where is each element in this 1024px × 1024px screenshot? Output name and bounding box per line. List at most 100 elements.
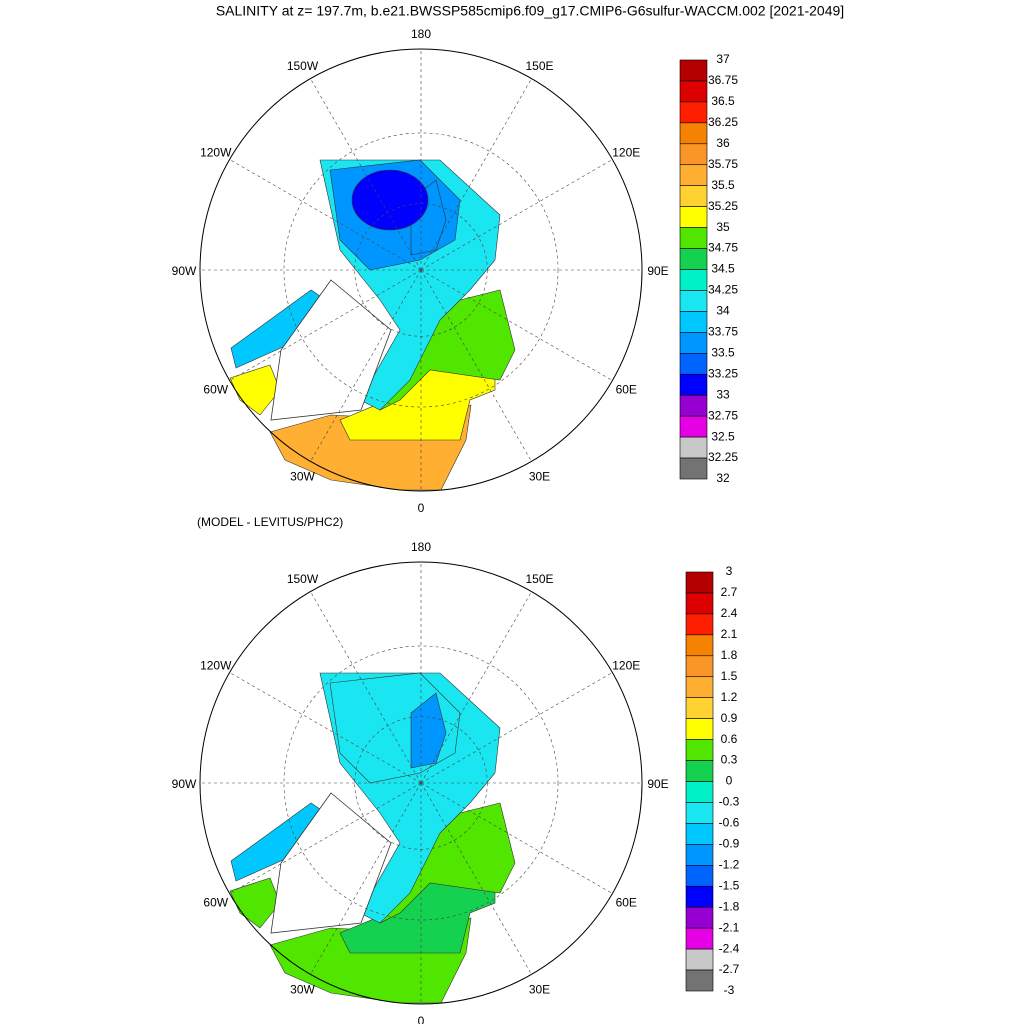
colorbar-box: [685, 739, 714, 761]
colorbar-box: [679, 332, 708, 354]
colorbar-label: 36: [716, 136, 730, 150]
colorbar-label: 37: [716, 52, 730, 66]
colorbar-label: 0.3: [721, 753, 738, 767]
colorbar-label: 35.5: [711, 178, 735, 192]
colorbar-box: [685, 676, 714, 699]
colorbar-box: [679, 206, 708, 228]
colorbar-box: [685, 927, 714, 950]
colorbar-label: 33.5: [711, 345, 735, 359]
colorbar-label: -1.5: [719, 878, 740, 892]
meridian-line: [420, 159, 613, 271]
colorbar-label: 35: [716, 220, 730, 234]
colorbar-box: [679, 457, 708, 480]
longitude-label: 120E: [612, 146, 640, 160]
colorbar-label: 36.25: [708, 115, 738, 129]
colorbar-box: [679, 290, 708, 312]
colorbar-box: [685, 885, 714, 908]
polar-map: 180 150E 120E 90E 60E 30E 0 30W 60W 90W 120W 150W 37…: [172, 27, 739, 515]
colorbar-label: 0: [726, 774, 733, 788]
longitude-label: 120W: [200, 146, 232, 160]
meridian-line: [420, 78, 532, 271]
colorbar-label: 34: [716, 304, 730, 318]
latitude-line: [283, 645, 559, 921]
colorbar-label: 1.2: [721, 690, 738, 704]
colorbar-box: [685, 864, 714, 887]
map-boundary: [199, 561, 643, 1005]
longitude-label: 60W: [203, 383, 228, 397]
colorbar-box: [685, 571, 714, 594]
longitude-label: 90E: [647, 264, 668, 278]
colorbar-box: [685, 697, 714, 719]
colorbar-label: -0.3: [719, 795, 740, 809]
colorbar-label: 33.75: [708, 325, 738, 339]
coastline: [270, 792, 392, 934]
colorbar-label: 35.25: [708, 199, 738, 213]
colorbar-label: 34.25: [708, 283, 738, 297]
longitude-label: 90E: [647, 777, 668, 791]
meridian-line: [229, 672, 422, 784]
colorbar-box: [679, 415, 708, 438]
field-region: [229, 877, 281, 929]
colorbar-box: [679, 248, 708, 270]
colorbar-label: 36.75: [708, 73, 738, 87]
colorbar-label: -0.6: [719, 816, 740, 830]
colorbar-box: [679, 59, 708, 82]
meridian-line: [420, 672, 613, 784]
polar-map: 180 150E 120E 90E 60E 30E 0 30W 60W 90W 120W 150W (M…: [172, 515, 740, 1024]
colorbar-box: [679, 101, 708, 124]
colorbar-box: [679, 373, 708, 396]
longitude-label: 0: [418, 501, 425, 515]
longitude-label: 180: [411, 27, 431, 41]
longitude-label: 150E: [525, 59, 553, 73]
meridian-line: [420, 269, 532, 462]
colorbar-box: [679, 352, 708, 375]
colorbar-box: [685, 948, 714, 971]
meridian-line: [310, 591, 422, 784]
colorbar-label: 34.5: [711, 262, 735, 276]
colorbar-label: -2.7: [719, 962, 740, 976]
meridian-line: [229, 269, 422, 381]
longitude-label: 90W: [172, 264, 197, 278]
colorbar-box: [685, 906, 714, 929]
longitude-label: 0: [418, 1014, 425, 1024]
colorbar-label: -1.2: [719, 857, 740, 871]
title: SALINITY at z= 197.7m, b.e21.BWSSP585cmi…: [216, 3, 844, 19]
colorbar-box: [679, 311, 708, 333]
colorbar-box: [685, 613, 714, 636]
longitude-label: 150E: [525, 572, 553, 586]
coastline: [270, 279, 392, 421]
colorbar-label: -0.9: [719, 837, 740, 851]
colorbar-label: 33.25: [708, 366, 738, 380]
colorbar-box: [679, 436, 708, 459]
meridian-line: [420, 782, 532, 975]
meridian-line: [420, 269, 613, 381]
longitude-label: 60E: [616, 896, 637, 910]
latitude-line: [283, 132, 559, 408]
colorbar-label: 32.75: [708, 408, 738, 422]
meridian-line: [420, 782, 613, 894]
longitude-label: 120E: [612, 659, 640, 673]
colorbar-label: 1.8: [721, 648, 738, 662]
meridian-line: [420, 591, 532, 784]
meridian-line: [310, 78, 422, 271]
colorbar-box: [685, 844, 714, 866]
colorbar-label: -3: [724, 983, 735, 997]
colorbar-label: 32.5: [711, 429, 735, 443]
colorbar-label: 32: [716, 471, 730, 485]
meridian-line: [229, 782, 422, 894]
colorbar-box: [685, 634, 714, 657]
longitude-label: 150W: [287, 59, 319, 73]
colorbar-label: 2.1: [721, 627, 738, 641]
colorbar-label: 1.5: [721, 669, 738, 683]
colorbar-label: 36.5: [711, 94, 735, 108]
colorbar-box: [679, 394, 708, 417]
colorbar-label: -2.1: [719, 920, 740, 934]
colorbar-label: 33: [716, 387, 730, 401]
colorbar-box: [679, 164, 708, 187]
meridian-line: [310, 782, 422, 975]
colorbar-label: 2.4: [721, 606, 738, 620]
colorbar-label: 0.9: [721, 711, 738, 725]
field-region: [410, 692, 447, 769]
colorbar-box: [679, 80, 708, 103]
